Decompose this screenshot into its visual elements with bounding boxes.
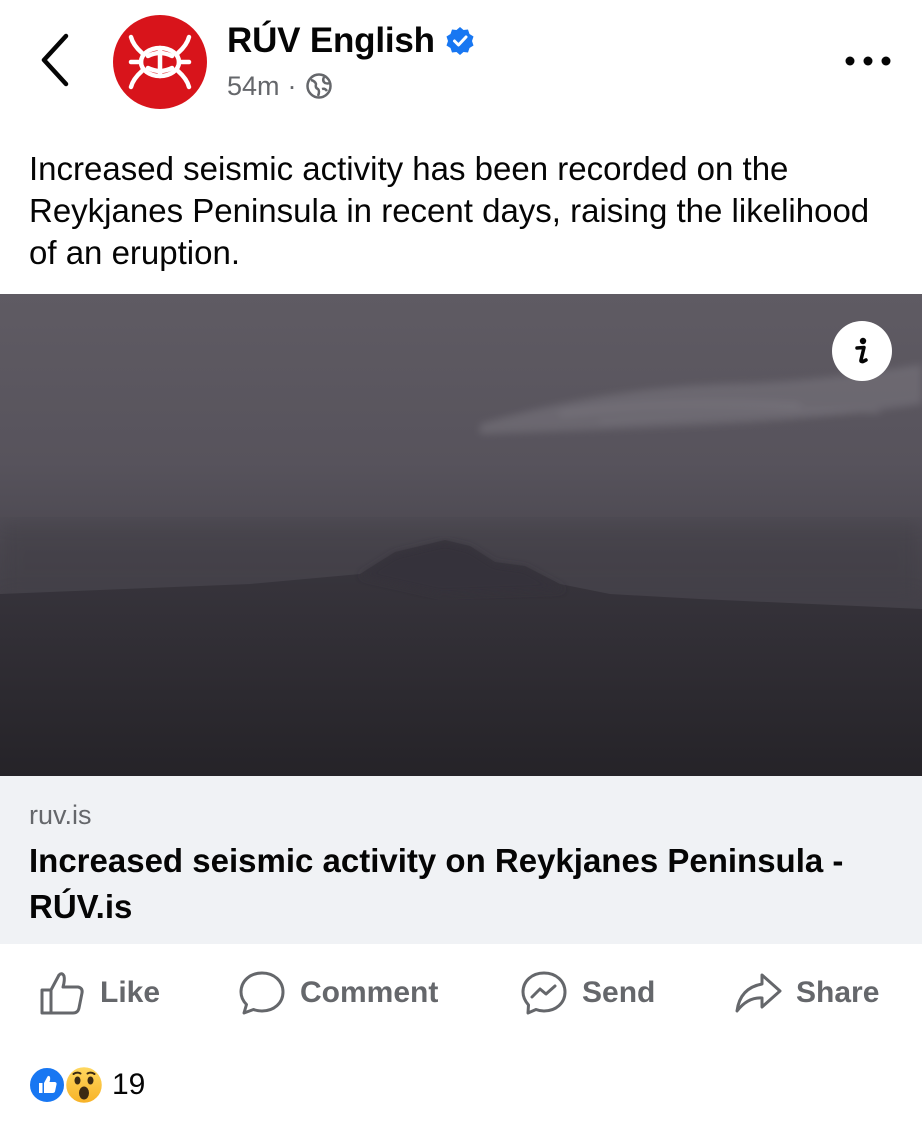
volcano-landscape-image bbox=[0, 294, 922, 776]
share-icon bbox=[735, 973, 782, 1013]
comment-label: Comment bbox=[300, 976, 439, 1009]
info-button[interactable] bbox=[832, 321, 892, 381]
send-button[interactable]: Send bbox=[520, 962, 655, 1024]
more-options-button[interactable] bbox=[844, 48, 892, 74]
like-label: Like bbox=[100, 976, 161, 1009]
like-reaction-icon bbox=[28, 1066, 66, 1104]
share-button[interactable]: Share bbox=[734, 962, 879, 1024]
link-preview-card[interactable] bbox=[0, 776, 922, 944]
comment-icon bbox=[239, 971, 285, 1015]
messenger-icon bbox=[521, 971, 567, 1015]
meta-separator: · bbox=[287, 70, 297, 101]
post-timestamp[interactable]: 54m bbox=[227, 70, 280, 101]
chevron-left-icon bbox=[41, 33, 69, 87]
verified-badge-icon bbox=[446, 27, 474, 55]
post-text: Increased seismic activity has been reco… bbox=[29, 150, 870, 271]
comment-button[interactable]: Comment bbox=[238, 962, 438, 1024]
link-domain: ruv.is bbox=[29, 800, 92, 830]
reactions-summary[interactable]: 19 bbox=[28, 1064, 145, 1106]
more-horizontal-icon bbox=[845, 56, 891, 66]
reaction-icons bbox=[28, 1064, 106, 1106]
globe-icon bbox=[305, 73, 332, 99]
reaction-count[interactable]: 19 bbox=[112, 1068, 146, 1101]
back-button[interactable] bbox=[30, 28, 80, 92]
post-header: RÚV English 54m · bbox=[0, 0, 922, 130]
action-bar: Like Comment Send Share bbox=[0, 962, 922, 1024]
link-title[interactable]: Increased seismic activity on Reykjanes … bbox=[29, 842, 844, 925]
thumbs-up-icon bbox=[40, 972, 84, 1015]
page-avatar[interactable] bbox=[113, 15, 207, 109]
info-icon bbox=[855, 337, 868, 364]
send-label: Send bbox=[582, 976, 656, 1009]
like-button[interactable]: Like bbox=[38, 962, 160, 1024]
page-name[interactable]: RÚV English bbox=[227, 21, 435, 60]
ruv-logo-icon bbox=[128, 34, 192, 90]
share-label: Share bbox=[796, 976, 880, 1009]
link-preview-image[interactable] bbox=[0, 294, 922, 776]
wow-reaction-icon bbox=[63, 1064, 105, 1106]
